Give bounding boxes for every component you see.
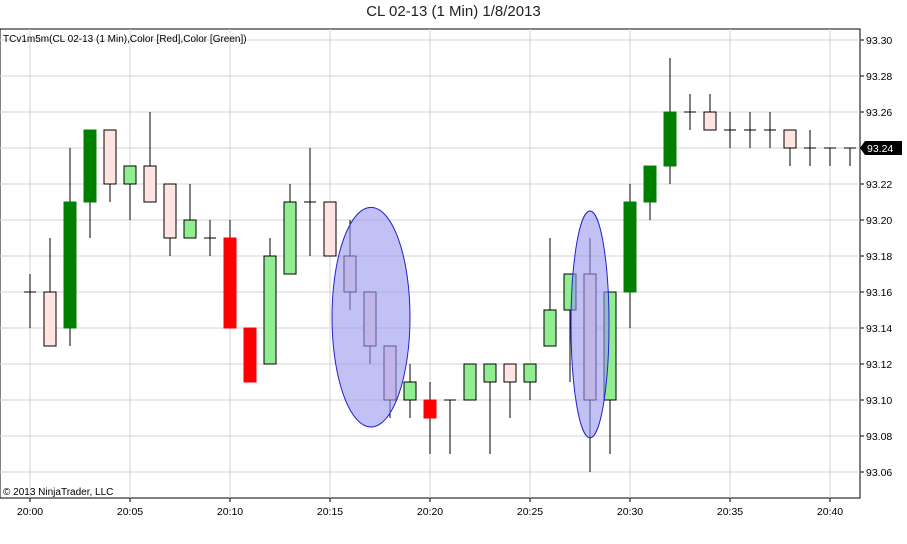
y-tick-label: 93.20 xyxy=(866,215,892,227)
candle-body xyxy=(223,237,237,329)
y-tick-label: 93.10 xyxy=(866,395,892,407)
candle-body xyxy=(123,165,137,185)
candle-body xyxy=(623,201,637,293)
candle-body xyxy=(63,201,77,329)
x-tick-label: 20:30 xyxy=(617,506,643,518)
y-tick-label: 93.18 xyxy=(866,251,892,263)
candle xyxy=(764,112,776,148)
candle-body xyxy=(163,183,177,239)
candle-body xyxy=(283,201,297,275)
candle-body xyxy=(523,363,537,383)
y-tick-label: 93.16 xyxy=(866,287,892,299)
candle-body xyxy=(183,219,197,239)
candle-body xyxy=(43,291,57,347)
candle xyxy=(643,165,657,220)
y-tick-label: 93.12 xyxy=(866,359,892,371)
candle xyxy=(623,184,637,328)
candle xyxy=(123,165,137,220)
candle-body xyxy=(403,381,417,401)
y-tick-label: 93.26 xyxy=(866,107,892,119)
candle xyxy=(824,147,836,166)
y-tick-label: 93.30 xyxy=(866,35,892,47)
y-tick-label: 93.22 xyxy=(866,179,892,191)
candle xyxy=(183,184,197,239)
x-tick-label: 20:20 xyxy=(417,506,443,518)
candle xyxy=(844,147,856,166)
last-price-label: 93.24 xyxy=(867,143,893,155)
candle xyxy=(423,382,437,454)
candle-body xyxy=(143,165,157,203)
candle xyxy=(804,130,816,166)
y-tick-label: 93.14 xyxy=(866,323,892,335)
candle-body xyxy=(463,363,477,401)
x-tick-label: 20:10 xyxy=(217,506,243,518)
candle-body xyxy=(503,363,517,383)
candle xyxy=(263,238,277,365)
candle xyxy=(783,129,797,166)
candle-body xyxy=(243,327,257,383)
candle-body xyxy=(423,399,437,419)
x-tick-label: 20:05 xyxy=(117,506,143,518)
candle-body xyxy=(103,129,117,185)
candle xyxy=(523,363,537,400)
candle xyxy=(744,112,756,148)
candle xyxy=(304,148,316,256)
y-tick-label: 93.08 xyxy=(866,431,892,443)
last-price-marker xyxy=(860,141,902,155)
candle xyxy=(403,364,417,418)
candle-body xyxy=(663,111,677,167)
candle xyxy=(543,238,557,347)
chart-title: CL 02-13 (1 Min) 1/8/2013 xyxy=(366,3,541,20)
x-tick-label: 20:00 xyxy=(17,506,43,518)
candle-body xyxy=(643,165,657,203)
candle-body xyxy=(483,363,497,383)
candle-body xyxy=(543,309,557,347)
candle xyxy=(444,399,456,454)
highlight-ellipse xyxy=(570,210,610,439)
candle xyxy=(483,363,497,454)
candle xyxy=(223,220,237,329)
candle xyxy=(703,94,717,131)
candle xyxy=(24,274,36,328)
candle xyxy=(503,363,517,418)
candle xyxy=(684,94,696,130)
indicator-label: TCv1m5m(CL 02-13 (1 Min),Color [Red],Col… xyxy=(3,34,247,45)
candle-body xyxy=(83,129,97,203)
candle xyxy=(243,327,257,383)
candle xyxy=(63,148,77,346)
y-tick-label: 93.28 xyxy=(866,71,892,83)
candle-body xyxy=(323,201,337,257)
candle xyxy=(143,112,157,203)
y-tick-label: 93.06 xyxy=(866,467,892,479)
candle-body xyxy=(783,129,797,149)
candle xyxy=(83,129,97,238)
highlight-ellipse xyxy=(331,206,411,428)
axis-layer: 93.06 93.08 93.10 93.12 93.14 93.16 93.18 93.20… xyxy=(17,35,902,518)
annotation-layer xyxy=(331,206,610,439)
candle xyxy=(663,58,677,184)
candle xyxy=(283,184,297,275)
x-tick-label: 20:15 xyxy=(317,506,343,518)
candle xyxy=(463,363,477,401)
x-tick-label: 20:40 xyxy=(817,506,843,518)
x-tick-label: 20:25 xyxy=(517,506,543,518)
candle xyxy=(103,129,117,202)
candle-body xyxy=(263,255,277,365)
candle-body xyxy=(703,111,717,131)
copyright-label: © 2013 NinjaTrader, LLC xyxy=(3,487,113,498)
candle xyxy=(724,112,736,148)
grid-layer xyxy=(0,29,860,498)
candle xyxy=(204,220,216,256)
candle xyxy=(163,183,177,256)
candle xyxy=(323,201,337,257)
candle xyxy=(43,238,57,347)
x-tick-label: 20:35 xyxy=(717,506,743,518)
